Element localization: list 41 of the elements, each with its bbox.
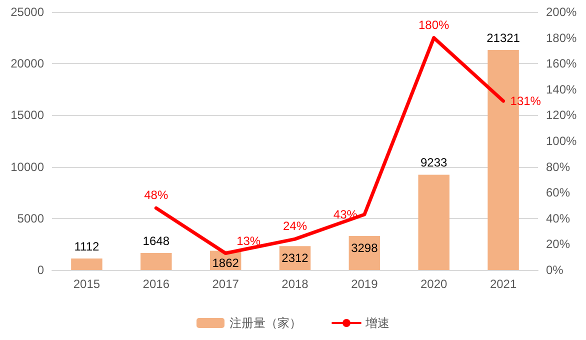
y-tick-label: 20000 bbox=[10, 56, 44, 71]
bar bbox=[140, 252, 172, 270]
x-tick-label: 2019 bbox=[351, 277, 378, 291]
data-label: 48% bbox=[144, 188, 168, 202]
data-label: 180% bbox=[418, 18, 450, 32]
data-label: 1648 bbox=[142, 234, 170, 248]
y-tick-label: 15000 bbox=[10, 108, 44, 122]
y-tick-label: 0 bbox=[37, 263, 44, 277]
y2-tick-label: 200% bbox=[546, 5, 578, 19]
y2-tick-label: 0% bbox=[546, 263, 564, 277]
x-tick-label: 2018 bbox=[282, 277, 309, 291]
y2-tick-label: 140% bbox=[546, 82, 578, 96]
data-label: 9233 bbox=[420, 156, 448, 170]
y2-tick-label: 120% bbox=[546, 108, 578, 122]
bar bbox=[418, 174, 450, 270]
legend-label: 增速 bbox=[364, 316, 390, 330]
bar bbox=[71, 258, 102, 270]
data-label: 21321 bbox=[486, 30, 520, 45]
y2-tick-label: 60% bbox=[546, 186, 570, 200]
y2-tick-label: 180% bbox=[546, 30, 578, 45]
y2-tick-label: 80% bbox=[546, 160, 570, 174]
x-tick-label: 2021 bbox=[490, 277, 517, 291]
data-label: 1112 bbox=[74, 240, 100, 254]
data-label: 24% bbox=[282, 219, 308, 234]
y-tick-label: 25000 bbox=[10, 5, 44, 19]
x-tick-label: 2020 bbox=[420, 277, 448, 291]
data-label: 131% bbox=[510, 94, 542, 108]
y2-tick-label: 40% bbox=[546, 211, 570, 226]
data-label: 13% bbox=[236, 234, 261, 248]
x-tick-label: 2017 bbox=[212, 277, 240, 291]
y-tick-label: 10000 bbox=[10, 160, 44, 174]
y2-tick-label: 20% bbox=[546, 237, 570, 252]
legend-label: 注册量（家） bbox=[230, 316, 302, 330]
data-label: 1862 bbox=[212, 256, 240, 270]
data-label: 3298 bbox=[351, 240, 378, 255]
data-label: 2312 bbox=[282, 251, 309, 266]
y2-tick-label: 100% bbox=[546, 134, 578, 148]
x-tick-label: 2015 bbox=[73, 277, 100, 291]
x-tick-label: 2016 bbox=[142, 277, 170, 291]
y-tick-label: 5000 bbox=[17, 211, 44, 226]
y2-tick-label: 160% bbox=[546, 56, 578, 71]
